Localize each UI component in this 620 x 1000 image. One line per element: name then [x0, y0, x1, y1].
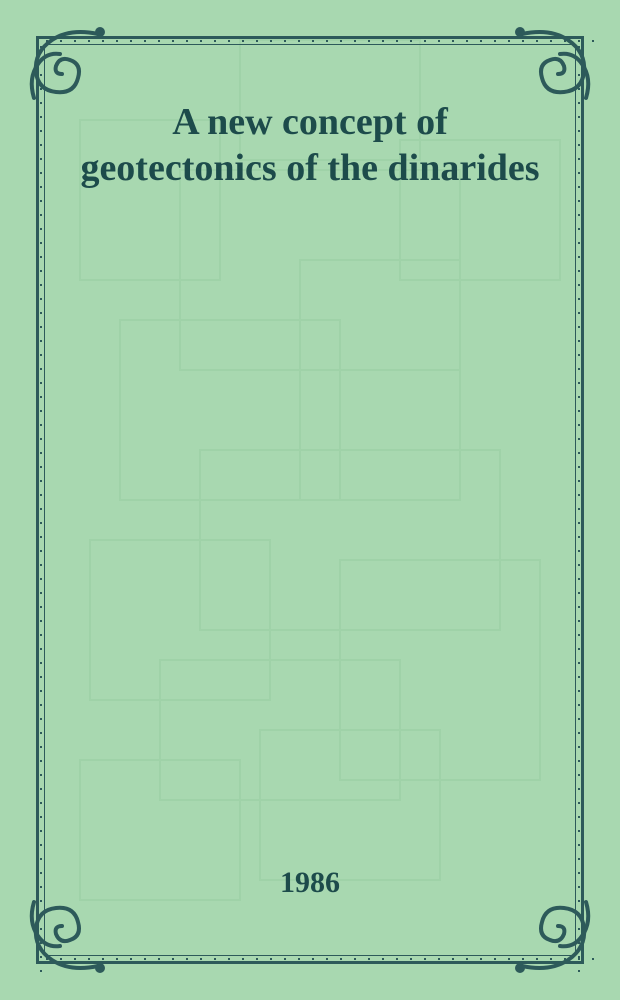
publication-year: 1986 [0, 866, 620, 900]
corner-ornament-icon [510, 20, 600, 110]
title-block: A new concept of geotectonics of the din… [70, 100, 550, 191]
corner-ornament-icon [20, 20, 110, 110]
corner-ornament-icon [20, 890, 110, 980]
corner-ornament-icon [510, 890, 600, 980]
document-title: A new concept of geotectonics of the din… [70, 100, 550, 191]
